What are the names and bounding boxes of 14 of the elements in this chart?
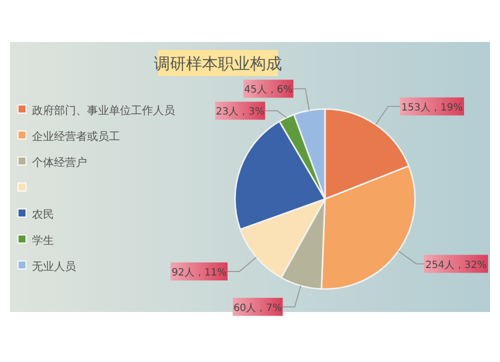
legend-label: 学生 [32,234,54,247]
title: 调研样本职业构成 [154,50,282,76]
chart-title: 调研样本职业构成 [154,54,282,73]
data-label: 254人，32% [425,260,487,271]
legend-label: 企业经营者或员工 [32,130,120,143]
data-label: 60人，7% [233,302,282,314]
legend-label: 无业人员 [32,260,76,273]
legend-label: 农民 [32,208,54,221]
data-label: 23人，3% [216,106,264,118]
legend-label: 个体经营户 [32,156,87,169]
legend-label: 政府部门、事业单位工作人员 [32,104,175,117]
data-label: 153人，19% [401,102,463,114]
data-label: 92人，11% [172,267,227,278]
data-label: 45人，6% [244,84,293,96]
